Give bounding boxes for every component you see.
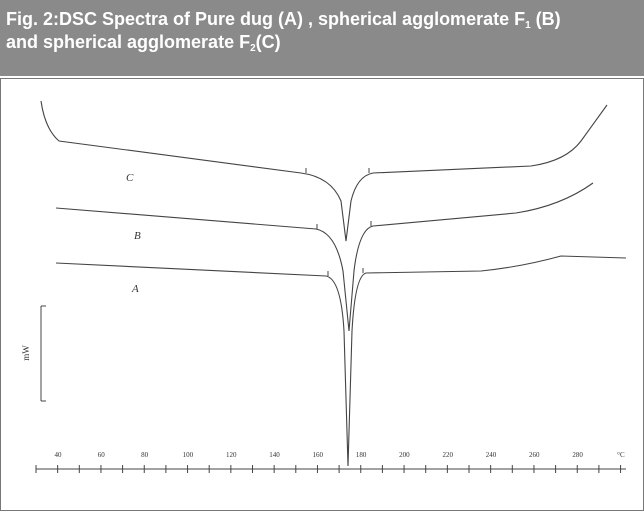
axis-tick-label: 220 [442, 451, 453, 459]
axis-tick-label: 140 [269, 451, 280, 459]
curve-a [55, 255, 627, 467]
axis-tick-label: 120 [226, 451, 237, 459]
axis-tick-label: 160 [313, 451, 324, 459]
caption-text: Fig. 2:DSC Spectra of Pure dug (A) , sph… [6, 9, 526, 29]
axis-tick-label: 60 [98, 451, 106, 459]
figure-caption: Fig. 2:DSC Spectra of Pure dug (A) , sph… [0, 0, 644, 76]
axis-tick-label: 280 [572, 451, 583, 459]
caption-text: (C) [255, 32, 281, 52]
caption-text: and spherical agglomerate F [6, 32, 251, 52]
dsc-plot: mW 40 60 80 100 120 140 160 180 200 220 240 260 280 °… [21, 100, 627, 473]
caption-line: and spherical agglomerate F2(C) [6, 31, 644, 54]
scale-bar-ends [41, 305, 46, 402]
caption-subscript: 2 [250, 43, 256, 54]
axis-tick-label: 100 [183, 451, 194, 459]
curve-label: C [126, 172, 134, 184]
scale-label: mW [21, 345, 31, 361]
caption-subscript: 1 [525, 20, 531, 31]
axis-tick-label: 80 [141, 451, 149, 459]
curve-label: B [134, 230, 141, 242]
curve-c [40, 100, 608, 242]
caption-line: Fig. 2:DSC Spectra of Pure dug (A) , sph… [6, 8, 644, 31]
caption-text: (B) [530, 9, 561, 29]
axis-tick-label: 260 [529, 451, 540, 459]
curve-label: A [131, 283, 139, 295]
curve-b [55, 182, 594, 332]
onset-ticks [305, 168, 372, 276]
axis-tick-label: 200 [399, 451, 410, 459]
axis-tick-label: 240 [486, 451, 497, 459]
figure-box: mW 40 60 80 100 120 140 160 180 200 220 240 260 280 °… [0, 78, 644, 511]
axis-tick-label: 180 [356, 451, 367, 459]
axis-tick-label: °C [617, 451, 625, 459]
axis-tick-label: 40 [55, 451, 63, 459]
